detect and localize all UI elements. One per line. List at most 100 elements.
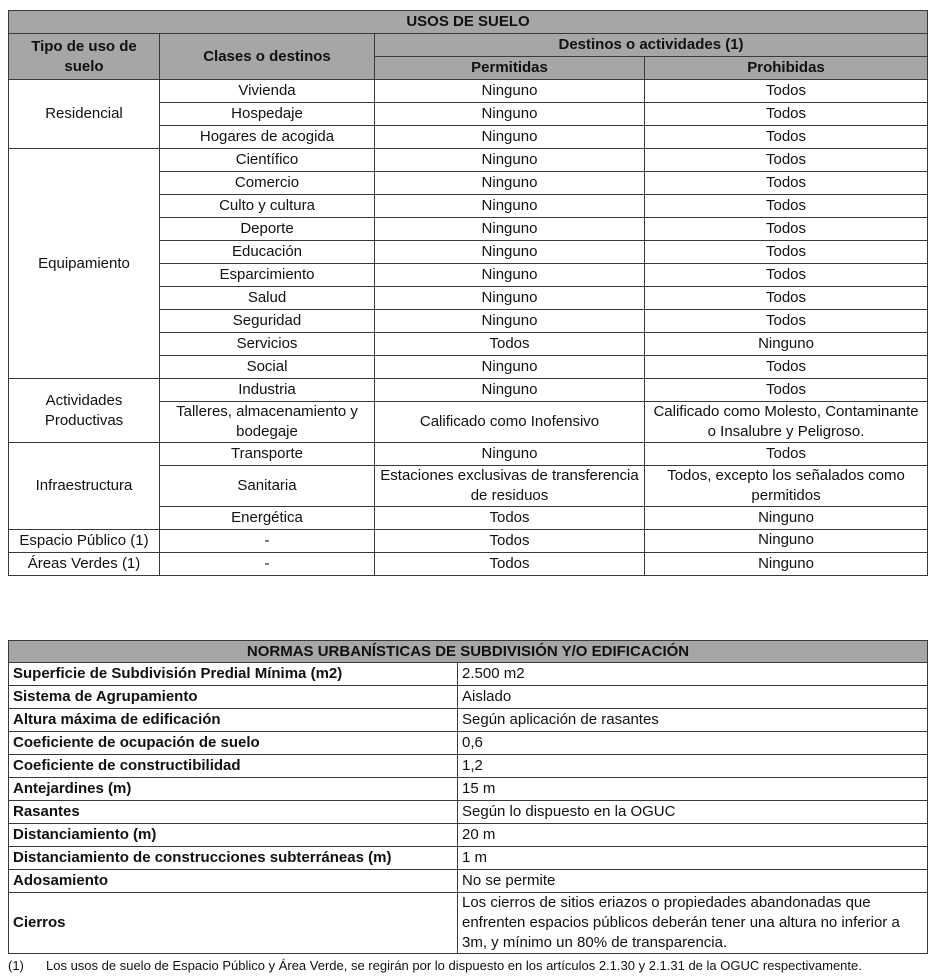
prohibidas-cell: Todos <box>643 355 929 379</box>
norma-label: Altura máxima de edificación <box>8 708 458 732</box>
table-row: Servicios Todos Ninguno <box>9 332 929 356</box>
permitidas-cell: Ninguno <box>374 79 645 103</box>
clase-cell: Energética <box>159 506 375 530</box>
norma-label: Antejardines (m) <box>8 777 458 801</box>
header-permitidas: Permitidas <box>374 56 645 80</box>
prohibidas-cell: Todos <box>643 125 929 149</box>
clase-cell: Educación <box>159 240 375 264</box>
footnote: (1) Los usos de suelo de Espacio Público … <box>8 958 933 973</box>
table-row: Superficie de Subdivisión Predial Mínima… <box>8 662 929 686</box>
clase-cell: - <box>159 552 375 576</box>
table-row: Coeficiente de constructibilidad 1,2 <box>8 754 929 778</box>
usos-de-suelo-table: USOS DE SUELO Tipo de uso de suelo Clase… <box>7 10 929 576</box>
clase-cell: Talleres, almacenamiento y bodegaje <box>159 401 375 443</box>
clase-cell: Vivienda <box>159 79 375 103</box>
permitidas-cell: Ninguno <box>374 148 645 172</box>
prohibidas-cell: Ninguno <box>643 332 929 356</box>
table-row: Educación Ninguno Todos <box>9 240 929 264</box>
permitidas-cell: Ninguno <box>374 286 645 310</box>
table-row: Antejardines (m) 15 m <box>8 777 929 801</box>
norma-label: Coeficiente de ocupación de suelo <box>8 731 458 755</box>
norma-value: 1,2 <box>456 754 929 778</box>
table-row: Deporte Ninguno Todos <box>9 217 929 241</box>
norma-label: Superficie de Subdivisión Predial Mínima… <box>8 662 458 686</box>
table-row: Hospedaje Ninguno Todos <box>9 102 929 126</box>
table-row: Coeficiente de ocupación de suelo 0,6 <box>8 731 929 755</box>
clase-cell: Seguridad <box>159 309 375 333</box>
norma-label: Rasantes <box>8 800 458 824</box>
table-row: Equipamiento Científico Ninguno Todos <box>8 148 929 379</box>
table-row: Cierros Los cierros de sitios eriazos o p… <box>8 892 929 954</box>
prohibidas-cell: Todos <box>643 194 929 218</box>
norma-value: 15 m <box>456 777 929 801</box>
prohibidas-cell: Todos <box>643 240 929 264</box>
prohibidas-cell: Todos <box>643 263 929 287</box>
prohibidas-cell: Todos <box>643 442 929 466</box>
clase-cell: Servicios <box>159 332 375 356</box>
clase-cell: Comercio <box>159 171 375 195</box>
header-clases: Clases o destinos <box>159 33 375 80</box>
table-row: Hogares de acogida Ninguno Todos <box>9 125 929 149</box>
prohibidas-cell: Todos <box>643 378 929 402</box>
permitidas-cell: Todos <box>374 529 645 553</box>
permitidas-cell: Todos <box>374 552 645 576</box>
table-row: Distanciamiento de construcciones subter… <box>8 846 929 870</box>
permitidas-cell: Ninguno <box>374 171 645 195</box>
table-row: Áreas Verdes (1) - Todos Ninguno <box>8 552 929 576</box>
permitidas-cell: Ninguno <box>374 309 645 333</box>
tipo-cell: Infraestructura <box>8 442 160 530</box>
clase-cell: Deporte <box>159 217 375 241</box>
table-row: Social Ninguno Todos <box>9 355 929 379</box>
table-row: Distanciamiento (m) 20 m <box>8 823 929 847</box>
clase-cell: - <box>159 529 375 553</box>
permitidas-cell: Ninguno <box>374 240 645 264</box>
table-title: USOS DE SUELO <box>7 10 929 34</box>
table-row: Altura máxima de edificación Según aplica… <box>8 708 929 732</box>
clase-cell: Esparcimiento <box>159 263 375 287</box>
permitidas-cell: Todos <box>374 332 645 356</box>
permitidas-cell: Ninguno <box>374 217 645 241</box>
table-row: Actividades Productivas Industria Ninguno T… <box>8 378 929 443</box>
norma-value: 20 m <box>456 823 929 847</box>
clase-cell: Social <box>159 355 375 379</box>
tipo-cell: Espacio Público (1) <box>8 529 160 553</box>
prohibidas-cell: Todos <box>643 286 929 310</box>
clase-cell: Industria <box>159 378 375 402</box>
permitidas-cell: Ninguno <box>374 194 645 218</box>
table-row: Seguridad Ninguno Todos <box>9 309 929 333</box>
norma-label: Distanciamiento de construcciones subter… <box>8 846 458 870</box>
table-row: Infraestructura Transporte Ninguno Todos <box>8 442 929 530</box>
norma-value: Los cierros de sitios eriazos o propieda… <box>456 892 929 954</box>
prohibidas-cell: Todos <box>643 309 929 333</box>
norma-value: Según aplicación de rasantes <box>456 708 929 732</box>
table-row: Sanitaria Estaciones exclusivas de transf… <box>9 465 929 507</box>
norma-label: Adosamiento <box>8 869 458 893</box>
permitidas-cell: Ninguno <box>374 263 645 287</box>
tipo-cell: Equipamiento <box>8 148 160 379</box>
table-title: NORMAS URBANÍSTICAS DE SUBDIVISIÓN Y/O E… <box>7 640 929 663</box>
permitidas-cell: Ninguno <box>374 442 645 466</box>
norma-value: Según lo dispuesto en la OGUC <box>456 800 929 824</box>
table-row: Sistema de Agrupamiento Aislado <box>8 685 929 709</box>
prohibidas-cell: Calificado como Molesto, Contaminante o … <box>643 401 929 443</box>
permitidas-cell: Calificado como Inofensivo <box>374 401 645 443</box>
clase-cell: Salud <box>159 286 375 310</box>
prohibidas-cell: Todos <box>643 217 929 241</box>
permitidas-cell: Ninguno <box>374 378 645 402</box>
tipo-cell: Residencial <box>8 79 160 149</box>
norma-label: Distanciamiento (m) <box>8 823 458 847</box>
table-row: Salud Ninguno Todos <box>9 286 929 310</box>
norma-value: 0,6 <box>456 731 929 755</box>
header-tipo: Tipo de uso de suelo <box>8 33 160 80</box>
permitidas-cell: Todos <box>374 506 645 530</box>
prohibidas-cell: Ninguno <box>643 506 929 530</box>
normas-table: NORMAS URBANÍSTICAS DE SUBDIVISIÓN Y/O E… <box>7 640 929 954</box>
norma-value: Aislado <box>456 685 929 709</box>
clase-cell: Sanitaria <box>159 465 375 507</box>
permitidas-cell: Ninguno <box>374 355 645 379</box>
table-row: Talleres, almacenamiento y bodegaje Calif… <box>9 401 929 443</box>
tipo-cell: Actividades Productivas <box>8 378 160 443</box>
clase-cell: Científico <box>159 148 375 172</box>
prohibidas-cell: Todos <box>643 102 929 126</box>
table-row: Residencial Vivienda Ninguno Todos <box>8 79 929 149</box>
